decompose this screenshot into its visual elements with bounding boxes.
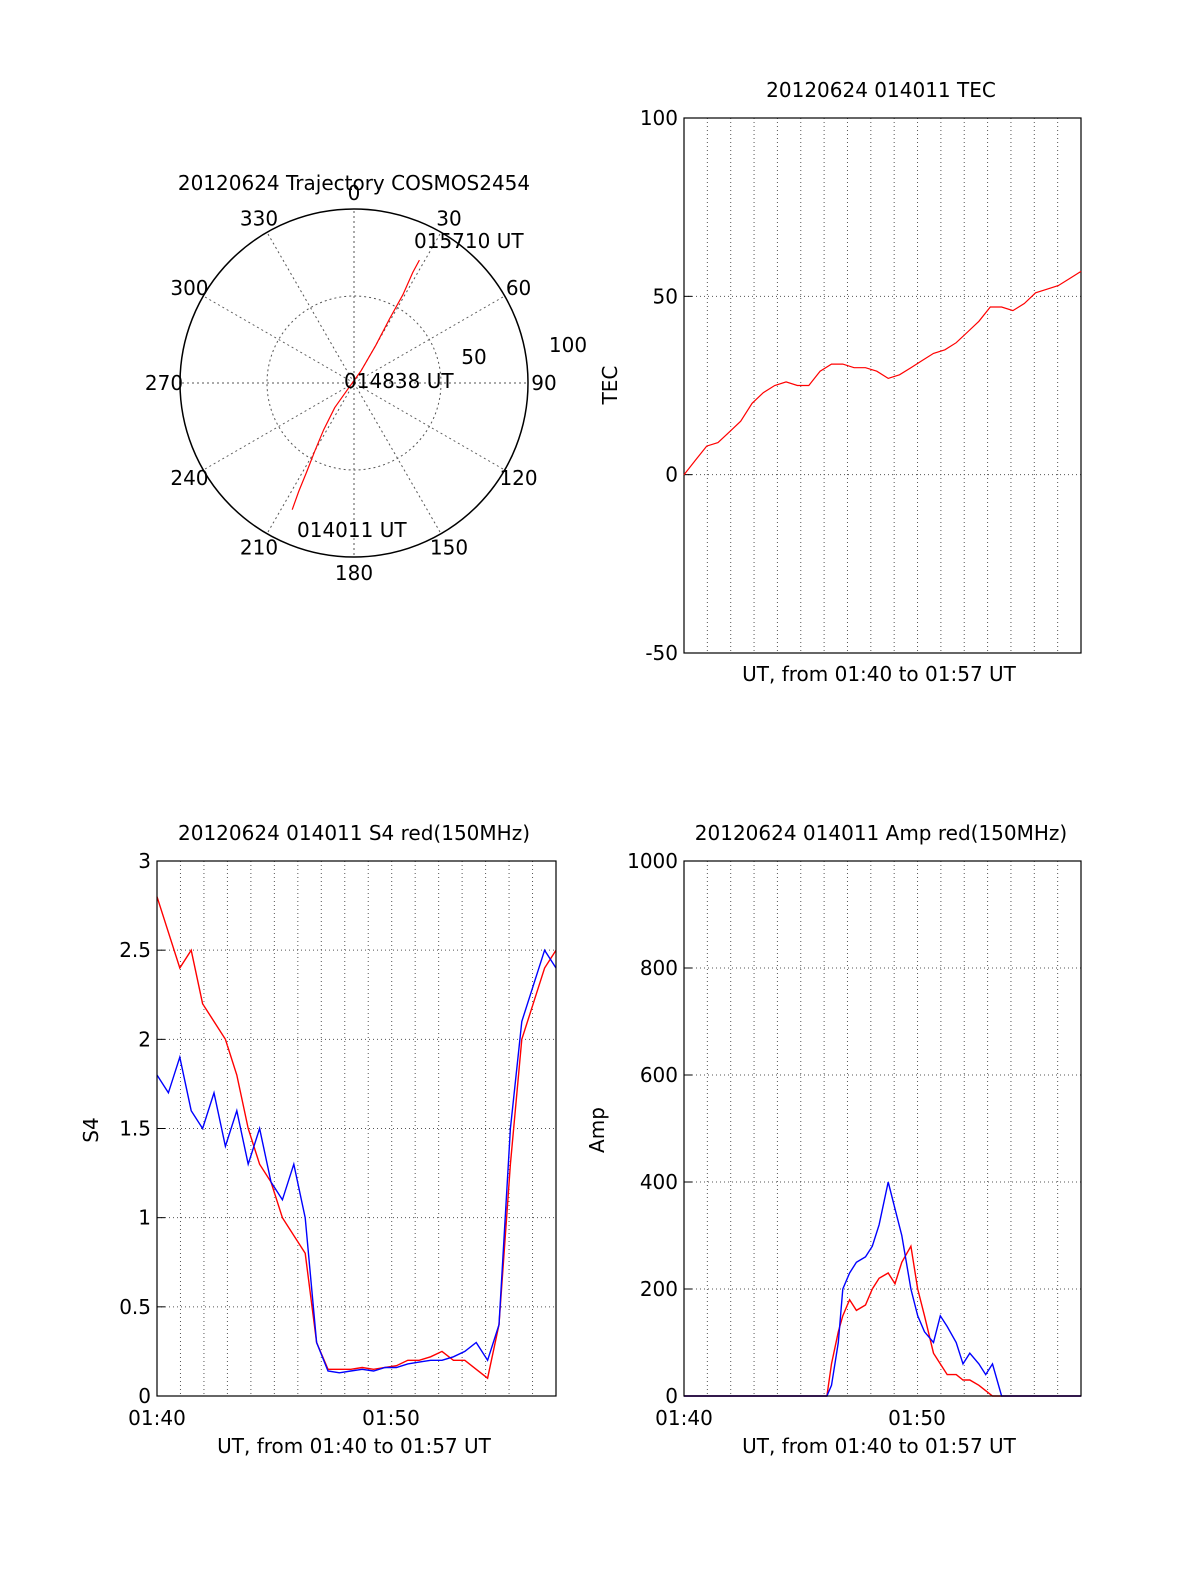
s4-x-tick-0140: 01:40 — [128, 1406, 186, 1430]
tec-y-axis-label: TEC — [598, 366, 622, 406]
tec-ytick-label-0: 100 — [640, 106, 678, 130]
tec-ytick-label-1: 50 — [653, 284, 678, 308]
s4-grid — [157, 861, 556, 1396]
polar-angle-label-330: 330 — [240, 206, 278, 230]
tec-y-ticks: 100 50 0 -50 — [640, 106, 692, 665]
polar-angle-label-300: 300 — [170, 276, 208, 300]
polar-spoke-210 — [266, 382, 355, 534]
s4-ytick-label-0: 3 — [138, 849, 151, 873]
amp-y-ticks: 1000 800 600 400 200 0 — [627, 849, 692, 1408]
amp-grid — [684, 861, 1081, 1396]
amp-ytick-label-1: 800 — [640, 956, 678, 980]
s4-title: 20120624 014011 S4 red(150MHz) — [178, 821, 530, 845]
polar-spoke-30 — [353, 232, 442, 384]
polar-title: 20120624 Trajectory COSMOS2454 — [178, 171, 530, 195]
amp-ytick-label-2: 600 — [640, 1063, 678, 1087]
tec-ytick-label-3: -50 — [645, 641, 678, 665]
amp-ytick-label-3: 400 — [640, 1170, 678, 1194]
s4-plot-frame — [156, 860, 557, 1397]
polar-spoke-150 — [353, 382, 442, 534]
polar-annotation-end: 015710 UT — [414, 229, 524, 253]
amp-series-blue — [684, 1181, 1081, 1397]
amp-ytick-label-0: 1000 — [627, 849, 678, 873]
polar-annotation-mid: 014838 UT — [344, 369, 454, 393]
polar-angle-label-240: 240 — [170, 466, 208, 490]
polar-trajectory-panel: 20120624 Trajectory COSMOS2454 0 30 60 90 12… — [145, 171, 587, 585]
amp-x-tick-0150: 01:50 — [888, 1406, 946, 1430]
polar-grid — [179, 208, 529, 558]
s4-y-ticks: 3 2.5 2 1.5 1 0.5 0 — [119, 849, 165, 1408]
polar-angle-label-210: 210 — [240, 536, 278, 560]
polar-outer-circle — [179, 208, 529, 558]
tec-grid — [684, 118, 1081, 653]
amp-series — [684, 1181, 1081, 1397]
s4-series-blue — [156, 948, 557, 1374]
amp-panel: 20120624 014011 Amp red(150MHz) 1000 800 6… — [585, 821, 1082, 1458]
polar-angle-labels: 0 30 60 90 120 150 180 210 240 270 300 330 — [145, 181, 557, 585]
s4-y-axis-label: S4 — [79, 1117, 103, 1142]
s4-ytick-label-6: 0 — [138, 1384, 151, 1408]
s4-series-red — [156, 896, 557, 1380]
s4-ytick-label-2: 2 — [138, 1027, 151, 1051]
polar-angle-label-120: 120 — [499, 466, 537, 490]
polar-annotation-start: 014011 UT — [297, 518, 407, 542]
tec-x-axis-label: UT, from 01:40 to 01:57 UT — [742, 662, 1017, 686]
polar-angle-label-90: 90 — [531, 371, 556, 395]
tec-title: 20120624 014011 TEC — [766, 78, 996, 102]
tec-panel: 20120624 014011 TEC 100 50 0 -50 TEC UT, fr… — [598, 78, 1082, 686]
polar-angle-label-60: 60 — [506, 276, 531, 300]
s4-ytick-label-3: 1.5 — [119, 1117, 151, 1141]
amp-x-tick-0140: 01:40 — [655, 1406, 713, 1430]
amp-plot-frame — [683, 860, 1082, 1397]
amp-series-red — [684, 1244, 1081, 1397]
s4-panel: 20120624 014011 S4 red(150MHz) 3 2.5 2 1.5 1… — [79, 821, 557, 1458]
polar-spoke-240 — [203, 382, 355, 471]
amp-x-axis-label: UT, from 01:40 to 01:57 UT — [742, 1434, 1017, 1458]
amp-y-axis-label: Amp — [585, 1107, 609, 1153]
s4-ytick-label-1: 2.5 — [119, 938, 151, 962]
polar-radius-label-100: 100 — [549, 333, 587, 357]
polar-angle-label-0: 0 — [348, 181, 361, 205]
tec-series-line — [683, 270, 1082, 476]
tec-plot-frame — [683, 117, 1082, 654]
polar-trajectory-line — [291, 259, 420, 510]
s4-x-axis-label: UT, from 01:40 to 01:57 UT — [217, 1434, 492, 1458]
s4-x-tick-0150: 01:50 — [362, 1406, 420, 1430]
s4-series — [156, 896, 557, 1380]
polar-angle-label-180: 180 — [335, 561, 373, 585]
amp-ytick-label-5: 0 — [665, 1384, 678, 1408]
polar-spoke-60 — [353, 295, 505, 384]
polar-angle-label-30: 30 — [436, 206, 461, 230]
s4-ytick-label-5: 0.5 — [119, 1295, 151, 1319]
tec-ytick-label-2: 0 — [665, 463, 678, 487]
polar-spoke-120 — [353, 382, 505, 471]
s4-ytick-label-4: 1 — [138, 1206, 151, 1230]
amp-title: 20120624 014011 Amp red(150MHz) — [695, 821, 1067, 845]
polar-angle-label-270: 270 — [145, 371, 183, 395]
polar-spoke-300 — [203, 295, 355, 384]
polar-radius-label-50: 50 — [461, 345, 486, 369]
polar-spoke-330 — [266, 232, 355, 384]
polar-angle-label-150: 150 — [430, 536, 468, 560]
amp-ytick-label-4: 200 — [640, 1277, 678, 1301]
